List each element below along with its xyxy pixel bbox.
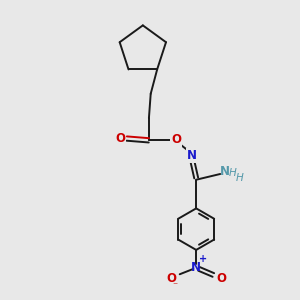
Text: O: O <box>166 272 176 285</box>
Text: O: O <box>216 272 226 285</box>
Text: ⁻: ⁻ <box>172 281 177 291</box>
Text: N: N <box>187 149 197 162</box>
Text: H: H <box>235 173 243 183</box>
Text: N: N <box>191 261 201 274</box>
Text: O: O <box>171 133 181 146</box>
Text: +: + <box>199 254 207 264</box>
Text: O: O <box>115 132 125 145</box>
Text: H: H <box>229 168 237 178</box>
Text: N: N <box>220 165 230 178</box>
